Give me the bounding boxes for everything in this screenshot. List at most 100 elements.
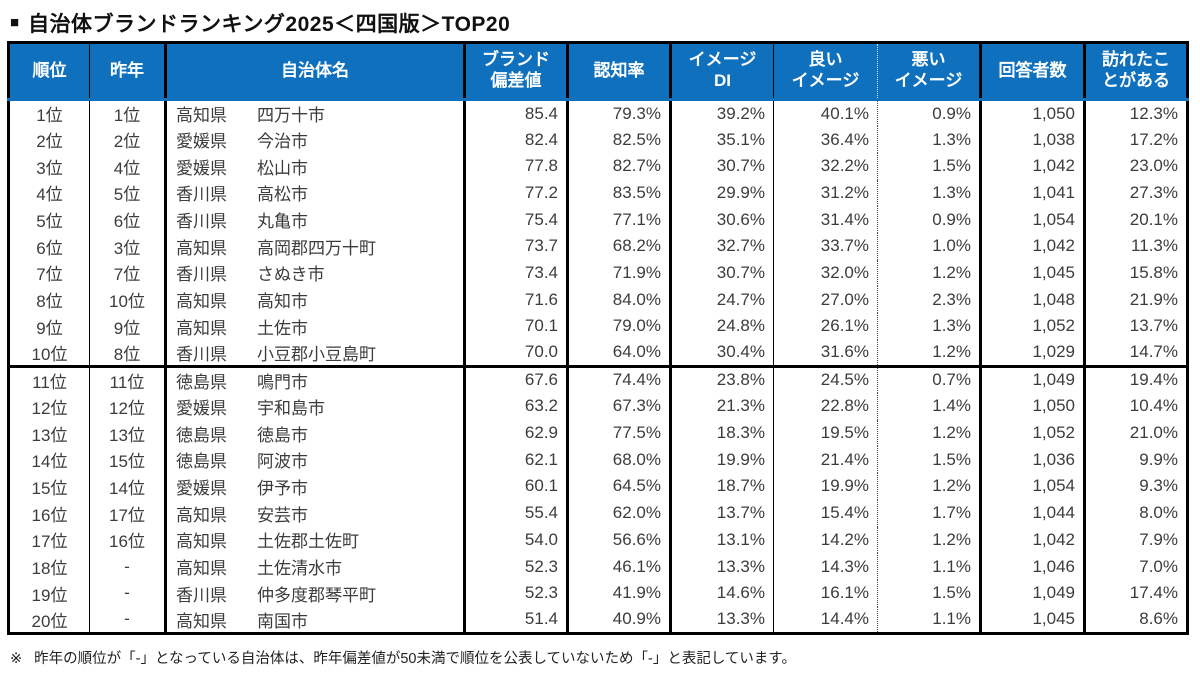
cell-good-image: 21.4%	[773, 446, 878, 474]
cell-bad-image: 1.7%	[877, 499, 982, 527]
cell-rank: 1位	[8, 99, 90, 127]
cell-good-image: 31.2%	[773, 179, 878, 207]
cell-last-year: -	[89, 579, 167, 607]
cell-rank: 19位	[8, 579, 90, 607]
cell-recognition: 74.4%	[567, 366, 672, 394]
cell-respondents: 1,045	[980, 606, 1086, 634]
cell-name: 高知県 安芸市	[165, 499, 466, 527]
cell-rank: 18位	[8, 553, 90, 580]
city-label: 高松市	[257, 185, 308, 205]
cell-last-year: 16位	[89, 526, 167, 554]
square-bullet-icon: ■	[10, 14, 20, 31]
cell-brand-dev: 71.6	[464, 286, 569, 313]
cell-visited: 19.4%	[1084, 366, 1188, 394]
cell-good-image: 14.2%	[773, 526, 878, 554]
prefecture-label: 愛媛県	[176, 158, 227, 178]
prefecture-label: 香川県	[176, 265, 227, 285]
cell-rank: 9位	[8, 313, 90, 340]
cell-name: 高知県 土佐市	[165, 313, 466, 340]
prefecture-label: 愛媛県	[176, 398, 227, 418]
city-label: 今治市	[257, 132, 308, 152]
cell-recognition: 40.9%	[567, 606, 672, 634]
table-body: 1位 1位 高知県 四万十市 85.4 79.3% 39.2% 40.1% 0.9% 1,050 1…	[8, 99, 1188, 634]
cell-last-year: 15位	[89, 446, 167, 474]
title-row: ■ 自治体ブランドランキング2025＜四国版＞TOP20	[0, 0, 1200, 36]
cell-respondents: 1,050	[980, 393, 1086, 420]
cell-bad-image: 1.3%	[877, 126, 982, 153]
prefecture-label: 愛媛県	[176, 478, 227, 498]
cell-rank: 20位	[8, 606, 90, 634]
cell-bad-image: 1.2%	[877, 526, 982, 554]
cell-last-year: -	[89, 606, 167, 634]
cell-recognition: 82.5%	[567, 126, 672, 153]
cell-rank: 5位	[8, 206, 90, 233]
cell-image-di: 21.3%	[670, 393, 774, 420]
cell-brand-dev: 54.0	[464, 526, 569, 554]
cell-visited: 12.3%	[1084, 99, 1188, 127]
cell-bad-image: 1.2%	[877, 259, 982, 287]
cell-visited: 7.9%	[1084, 526, 1188, 554]
table-row: 14位 15位 徳島県 阿波市 62.1 68.0% 19.9% 21.4% 1.5% 1,036…	[8, 446, 1188, 474]
cell-rank: 16位	[8, 499, 90, 527]
cell-brand-dev: 85.4	[464, 99, 569, 127]
cell-respondents: 1,054	[980, 473, 1086, 500]
cell-image-di: 24.7%	[670, 286, 774, 313]
cell-respondents: 1,042	[980, 232, 1086, 260]
cell-name: 高知県 四万十市	[165, 99, 466, 127]
cell-brand-dev: 51.4	[464, 606, 569, 634]
cell-brand-dev: 52.3	[464, 579, 569, 607]
cell-visited: 8.6%	[1084, 606, 1188, 634]
cell-rank: 17位	[8, 526, 90, 554]
cell-rank: 12位	[8, 393, 90, 420]
cell-brand-dev: 62.1	[464, 446, 569, 474]
cell-name: 愛媛県 松山市	[165, 152, 466, 180]
cell-rank: 7位	[8, 259, 90, 287]
cell-bad-image: 1.1%	[877, 553, 982, 580]
cell-recognition: 82.7%	[567, 152, 672, 180]
cell-respondents: 1,036	[980, 446, 1086, 474]
city-label: 安芸市	[257, 505, 308, 525]
cell-image-di: 30.4%	[670, 339, 774, 368]
cell-last-year: 12位	[89, 393, 167, 420]
cell-respondents: 1,052	[980, 313, 1086, 340]
cell-name: 香川県 小豆郡小豆島町	[165, 339, 466, 368]
cell-image-di: 13.3%	[670, 553, 774, 580]
cell-image-di: 30.7%	[670, 152, 774, 180]
city-label: 高知市	[257, 292, 308, 312]
header-good-image: 良い イメージ	[773, 42, 878, 101]
cell-brand-dev: 52.3	[464, 553, 569, 580]
header-recognition: 認知率	[567, 42, 672, 101]
prefecture-label: 高知県	[176, 559, 227, 579]
cell-name: 香川県 仲多度郡琴平町	[165, 579, 466, 607]
city-label: 徳島市	[257, 425, 308, 445]
cell-brand-dev: 67.6	[464, 366, 569, 394]
cell-respondents: 1,054	[980, 206, 1086, 233]
cell-last-year: 3位	[89, 232, 167, 260]
cell-good-image: 15.4%	[773, 499, 878, 527]
cell-good-image: 16.1%	[773, 579, 878, 607]
cell-last-year: -	[89, 553, 167, 580]
cell-good-image: 31.6%	[773, 339, 878, 368]
city-label: 南国市	[257, 611, 308, 631]
cell-bad-image: 1.3%	[877, 313, 982, 340]
cell-image-di: 24.8%	[670, 313, 774, 340]
header-rank: 順位	[8, 42, 90, 101]
cell-name: 香川県 丸亀市	[165, 206, 466, 233]
cell-last-year: 9位	[89, 313, 167, 340]
cell-respondents: 1,041	[980, 179, 1086, 207]
cell-name: 愛媛県 今治市	[165, 126, 466, 153]
cell-bad-image: 0.7%	[877, 366, 982, 394]
header-bad-image: 悪い イメージ	[877, 42, 982, 101]
cell-last-year: 10位	[89, 286, 167, 313]
ranking-table: 順位 昨年 自治体名 ブランド 偏差値 認知率 イメージ DI 良い イメージ …	[7, 41, 1189, 635]
cell-image-di: 32.7%	[670, 232, 774, 260]
prefecture-label: 高知県	[176, 238, 227, 258]
cell-good-image: 27.0%	[773, 286, 878, 313]
footnote-text: 昨年の順位が「-」となっている自治体は、昨年偏差値が50未満で順位を公表していな…	[34, 650, 796, 667]
cell-visited: 15.8%	[1084, 259, 1188, 287]
cell-brand-dev: 77.2	[464, 179, 569, 207]
cell-respondents: 1,038	[980, 126, 1086, 153]
cell-good-image: 24.5%	[773, 366, 878, 394]
prefecture-label: 香川県	[176, 212, 227, 232]
city-label: 高岡郡四万十町	[257, 238, 376, 258]
